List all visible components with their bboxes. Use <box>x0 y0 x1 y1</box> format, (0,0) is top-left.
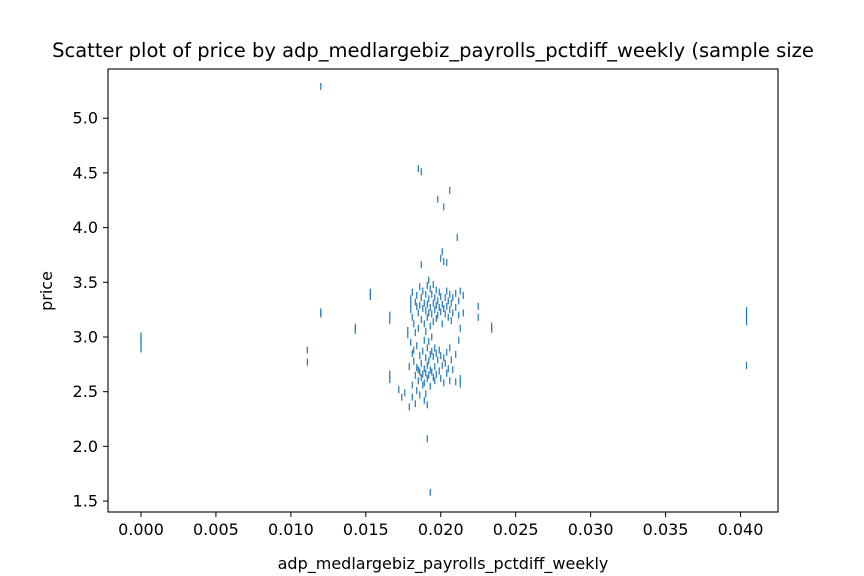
x-axis: 0.000 0.005 0.010 0.015 0.020 0.025 0.030 0.035… <box>118 512 763 539</box>
x-tick-label: 0.030 <box>568 520 614 539</box>
x-tick-label: 0.025 <box>493 520 539 539</box>
y-axis: 1.5 2.0 2.5 3.0 3.5 4.0 4.5 5.0 <box>73 109 108 511</box>
x-tick-label: 0.000 <box>118 520 164 539</box>
y-tick-label: 5.0 <box>73 109 98 128</box>
data-points <box>140 83 748 496</box>
y-tick-label: 1.5 <box>73 492 98 511</box>
y-tick-label: 2.0 <box>73 437 98 456</box>
y-tick-label: 2.5 <box>73 382 98 401</box>
y-tick-label: 4.0 <box>73 218 98 237</box>
x-tick-label: 0.020 <box>418 520 464 539</box>
y-tick-label: 4.5 <box>73 163 98 182</box>
x-tick-label: 0.005 <box>193 520 239 539</box>
chart-title: Scatter plot of price by adp_medlargebiz… <box>52 39 814 62</box>
plot-area <box>107 68 779 513</box>
x-tick-label: 0.015 <box>343 520 389 539</box>
x-tick-label: 0.040 <box>718 520 764 539</box>
x-tick-label: 0.010 <box>268 520 314 539</box>
y-tick-label: 3.5 <box>73 273 98 292</box>
x-tick-label: 0.035 <box>643 520 689 539</box>
x-axis-label: adp_medlargebiz_payrolls_pctdiff_weekly <box>278 554 609 574</box>
y-axis-label: price <box>37 271 56 311</box>
y-tick-label: 3.0 <box>73 327 98 346</box>
